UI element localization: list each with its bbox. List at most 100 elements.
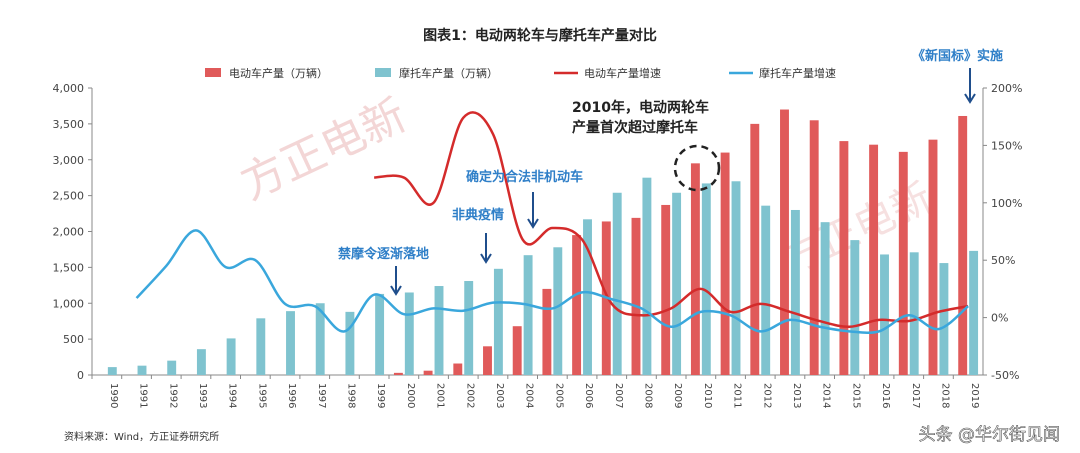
x-tick-label: 2008 <box>642 383 653 408</box>
line-ebike-growth <box>374 111 969 329</box>
lines <box>135 111 969 335</box>
bar-ebike <box>483 346 492 375</box>
bar-ebike <box>898 151 908 375</box>
bar-ebike <box>453 363 463 375</box>
bar-motorcycle <box>672 192 682 375</box>
x-tick-label: 2013 <box>791 383 802 408</box>
x-tick-label: 2011 <box>732 383 743 408</box>
x-tick-label: 2006 <box>583 383 594 408</box>
bar-ebike <box>720 152 730 375</box>
left-tick-label: 2,000 <box>53 226 85 239</box>
annotations: 禁摩令逐渐落地 非典疫情 确定为合法非机动车 2010年，电动两轮车 产量首次超… <box>338 48 1003 296</box>
x-tick-label: 2010 <box>702 383 713 408</box>
x-tick-label: 1999 <box>375 383 386 408</box>
left-tick-label: 3,000 <box>53 154 85 167</box>
legend-swatch <box>205 68 221 77</box>
bar-motorcycle <box>107 367 117 375</box>
x-tick-label: 2007 <box>613 383 624 408</box>
x-tick-label: 2003 <box>494 383 505 408</box>
axes: 0 500 1,000 1,500 2,000 2,500 3,000 3,500 4,000 -… <box>53 82 1023 408</box>
arrow-sars-head <box>480 253 492 264</box>
bar-motorcycle <box>286 311 295 375</box>
x-tick-label: 2019 <box>969 383 980 408</box>
bar-ebike <box>661 204 671 375</box>
legend-label: 电动车产量（万辆） <box>229 66 328 80</box>
x-tick-label: 2017 <box>910 383 921 408</box>
bar-ebike <box>839 141 849 375</box>
x-tick-label: 2001 <box>435 383 446 408</box>
bar-motorcycle <box>553 247 563 375</box>
bar-ebike <box>542 288 552 375</box>
bar-motorcycle <box>523 255 533 375</box>
bar-motorcycle <box>226 338 236 375</box>
x-tick-label: 2009 <box>672 383 683 408</box>
bar-ebike <box>928 139 938 375</box>
bar-motorcycle <box>731 181 741 375</box>
legend-label: 摩托车产量增速 <box>759 66 836 80</box>
bars <box>107 109 979 376</box>
arrow-legal-head <box>527 218 539 229</box>
x-tick-label: 1994 <box>227 383 238 408</box>
bar-motorcycle <box>790 209 800 375</box>
bar-motorcycle <box>493 268 503 375</box>
bar-motorcycle <box>196 349 206 375</box>
x-tick-label: 2018 <box>939 383 950 408</box>
watermark-logo: 方正电新 <box>233 89 414 210</box>
x-tick-label: 1996 <box>286 383 297 408</box>
bar-motorcycle <box>256 318 266 375</box>
bar-motorcycle <box>434 286 444 375</box>
bar-motorcycle <box>315 303 325 375</box>
bar-ebike <box>393 372 403 375</box>
bar-ebike <box>869 144 879 375</box>
highlight-circle-2010 <box>673 144 721 192</box>
arrow-standard-head <box>964 93 976 104</box>
right-tick-label: 100% <box>991 197 1022 210</box>
left-tick-label: 0 <box>77 369 84 382</box>
annotation-overtake-1: 2010年，电动两轮车 <box>572 99 709 116</box>
x-tick-label: 2016 <box>880 383 891 408</box>
left-tick-label: 4,000 <box>53 82 85 95</box>
right-tick-label: 150% <box>991 139 1022 152</box>
bar-motorcycle <box>969 250 979 375</box>
right-tick-label: 200% <box>991 82 1022 95</box>
chart-title: 图表1：电动两轮车与摩托车产量对比 <box>423 27 657 44</box>
x-tick-label: 2002 <box>464 383 475 408</box>
x-tick-label: 2015 <box>850 383 861 408</box>
source-note: 资料来源：Wind，方正证券研究所 <box>64 430 219 443</box>
line-motorcycle-growth <box>135 229 969 335</box>
annotation-sars: 非典疫情 <box>452 207 504 223</box>
x-tick-label: 1997 <box>316 383 327 408</box>
bar-ebike <box>780 109 789 376</box>
legend-label: 电动车产量增速 <box>584 66 661 80</box>
legend: 电动车产量（万辆） 摩托车产量（万辆） 电动车产量增速 摩托车产量增速 <box>205 66 836 80</box>
bar-motorcycle <box>820 222 830 375</box>
right-tick-label: -50% <box>991 369 1019 382</box>
bar-motorcycle <box>137 365 147 375</box>
x-tick-label: 2005 <box>553 383 564 408</box>
left-tick-label: 3,500 <box>53 118 85 131</box>
bar-motorcycle <box>939 263 949 375</box>
x-tick-label: 2000 <box>405 383 416 408</box>
bar-ebike <box>958 115 968 376</box>
bar-motorcycle <box>761 205 771 375</box>
bar-ebike <box>631 217 641 375</box>
left-tick-label: 500 <box>63 333 84 346</box>
x-tick-label: 1992 <box>167 383 178 408</box>
bar-motorcycle <box>375 293 385 375</box>
bar-motorcycle <box>701 183 711 375</box>
x-tick-label: 2012 <box>761 383 772 408</box>
x-tick-label: 1993 <box>197 383 208 408</box>
arrow-ban-head <box>390 285 402 296</box>
left-tick-label: 2,500 <box>53 190 85 203</box>
bar-ebike <box>690 163 700 375</box>
bar-ebike <box>750 123 760 375</box>
annotation-standard: 《新国标》实施 <box>912 48 1003 64</box>
annotation-overtake-2: 产量首次超过摩托车 <box>572 119 698 136</box>
bar-motorcycle <box>167 360 177 375</box>
bar-ebike <box>423 370 433 375</box>
annotation-legal: 确定为合法非机动车 <box>466 169 583 185</box>
platform-watermark: 头条 @华尔街见闻 <box>919 425 1060 445</box>
annotation-ban: 禁摩令逐渐落地 <box>338 246 429 262</box>
